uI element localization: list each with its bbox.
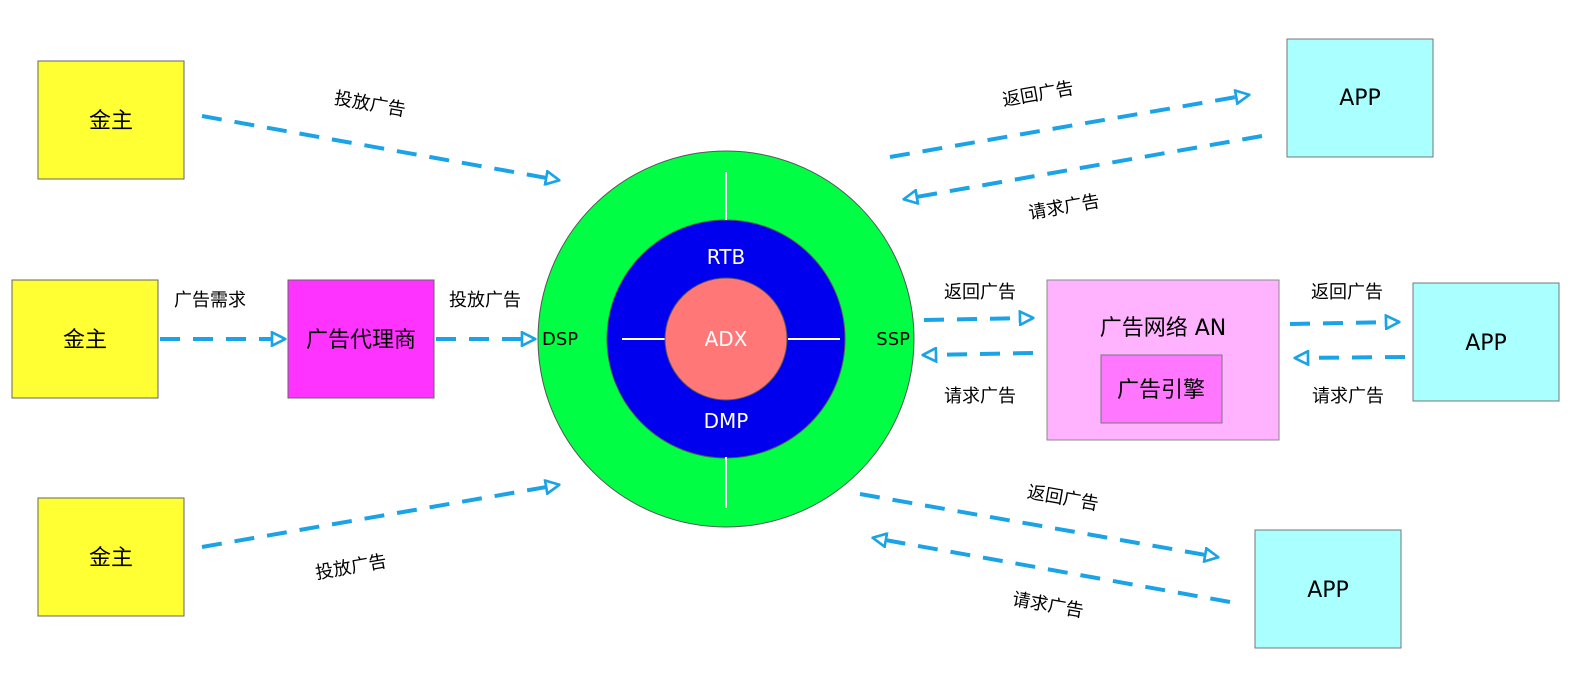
label-request-ad-top: 请求广告 (1027, 191, 1102, 224)
label-request-ad-ssp: 请求广告 (944, 386, 1016, 407)
advertiser-top-box[interactable]: 金主 (37, 60, 185, 180)
ad-engine-rect[interactable] (1100, 354, 1223, 424)
arrow-return-to-app-bottom (859, 492, 1217, 557)
ad-network-label: 广告网络 AN (1100, 316, 1227, 341)
agency-rect (287, 279, 435, 399)
core-label: ADX (705, 327, 748, 351)
arrow-request-from-app-bottom (874, 538, 1231, 604)
advertiser-bottom-label: 金主 (89, 546, 133, 571)
label-ad-demand: 广告需求 (174, 290, 246, 311)
arrow-request-from-ad-network (924, 353, 1034, 355)
agency-box[interactable]: 广告代理商 (287, 279, 435, 399)
ad-network-box[interactable]: 广告网络 AN 广告引擎 (1046, 279, 1280, 441)
app-bottom-box[interactable]: APP (1254, 529, 1402, 649)
arrow-advertiser-bottom-to-hub (201, 485, 558, 549)
advertiser-bottom-box[interactable]: 金主 (37, 497, 185, 617)
label-return-ad-an: 返回广告 (1311, 282, 1383, 303)
ad-exchange-hub: ADX RTB DMP DSP SSP (537, 150, 915, 528)
label-place-ad-mid: 投放广告 (449, 290, 521, 311)
arrow-return-to-app-top (889, 95, 1248, 159)
label-place-ad-bottom: 投放广告 (314, 551, 389, 584)
label-place-ad-top: 投放广告 (333, 88, 408, 121)
flow-arrows (160, 95, 1406, 604)
arrow-request-from-app-mid (1296, 357, 1406, 358)
ring-label-left: DSP (542, 329, 578, 350)
agency-label: 广告代理商 (306, 328, 416, 353)
arrow-return-to-app-mid (1289, 322, 1398, 324)
label-return-ad-bottom: 返回广告 (1026, 482, 1101, 515)
ring-label-bottom: DMP (704, 409, 749, 433)
ring-label-right: SSP (876, 329, 910, 350)
advertiser-bottom-rect (37, 497, 185, 617)
app-mid-rect (1412, 282, 1560, 402)
advertiser-mid-label: 金主 (63, 328, 107, 353)
ad-engine-label: 广告引擎 (1117, 378, 1205, 403)
arrow-advertiser-top-to-hub (201, 114, 558, 180)
label-return-ad-top: 返回广告 (1001, 78, 1076, 111)
label-return-ad-ssp: 返回广告 (944, 282, 1016, 303)
ring-label-top: RTB (707, 245, 745, 269)
app-top-rect (1286, 38, 1434, 158)
app-top-label: APP (1339, 86, 1381, 111)
advertiser-mid-box[interactable]: 金主 (11, 279, 159, 399)
app-mid-box[interactable]: APP (1412, 282, 1560, 402)
app-bottom-label: APP (1307, 578, 1349, 603)
app-bottom-rect (1254, 529, 1402, 649)
app-top-box[interactable]: APP (1286, 38, 1434, 158)
label-request-ad-an: 请求广告 (1312, 386, 1384, 407)
label-request-ad-bottom: 请求广告 (1011, 589, 1086, 622)
arrow-request-from-app-top (905, 134, 1263, 199)
advertiser-mid-rect (11, 279, 159, 399)
arrow-return-to-ad-network (923, 318, 1032, 320)
advertiser-top-rect (37, 60, 185, 180)
advertiser-top-label: 金主 (89, 109, 133, 134)
app-mid-label: APP (1465, 331, 1507, 356)
core-circle (664, 277, 788, 401)
